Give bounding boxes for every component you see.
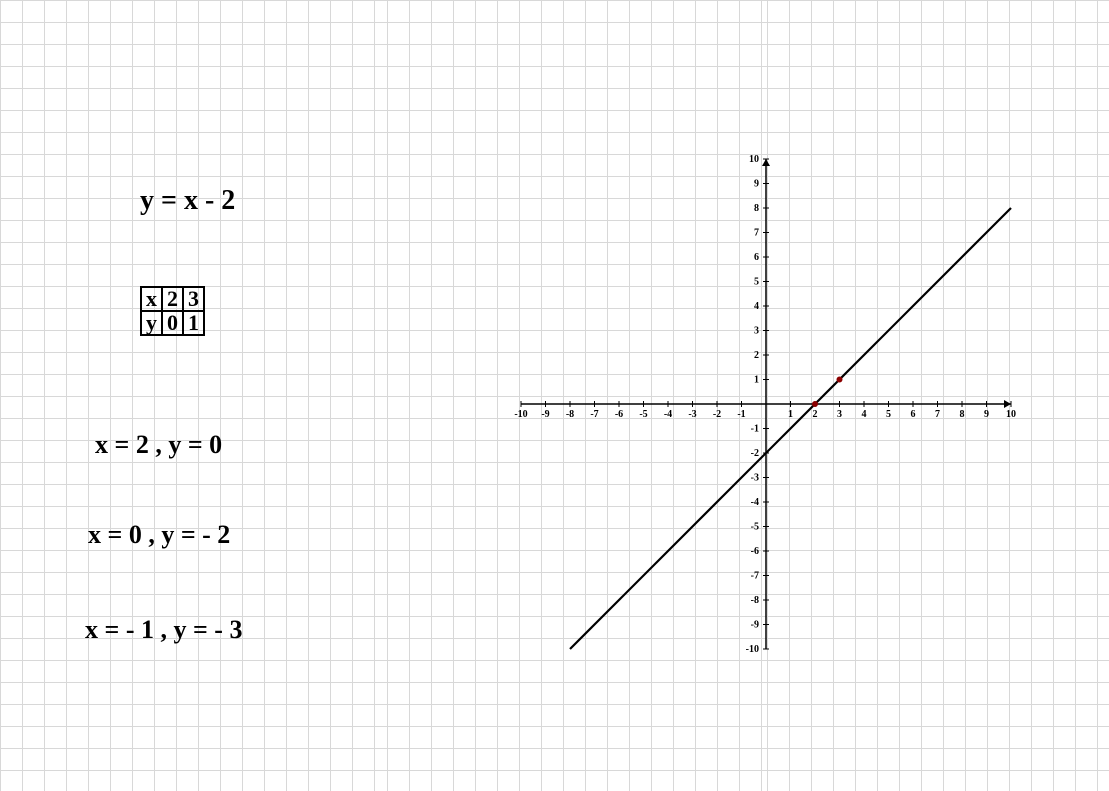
equation-text: y = x - 2 <box>140 185 235 217</box>
work-line-2: x = 0 , y = - 2 <box>88 520 230 550</box>
table-cell: x <box>141 287 162 311</box>
table-cell: 2 <box>162 287 183 311</box>
table-cell: 3 <box>183 287 204 311</box>
table-cell: 1 <box>183 311 204 335</box>
grid-panel-right <box>767 0 1109 791</box>
grid-panel-left <box>0 0 387 791</box>
work-line-3: x = - 1 , y = - 3 <box>85 615 242 645</box>
table-cell: y <box>141 311 162 335</box>
grid-panel-mid <box>387 0 767 791</box>
table-cell: 0 <box>162 311 183 335</box>
value-table: x 2 3 y 0 1 <box>140 286 205 336</box>
work-line-1: x = 2 , y = 0 <box>95 430 222 460</box>
